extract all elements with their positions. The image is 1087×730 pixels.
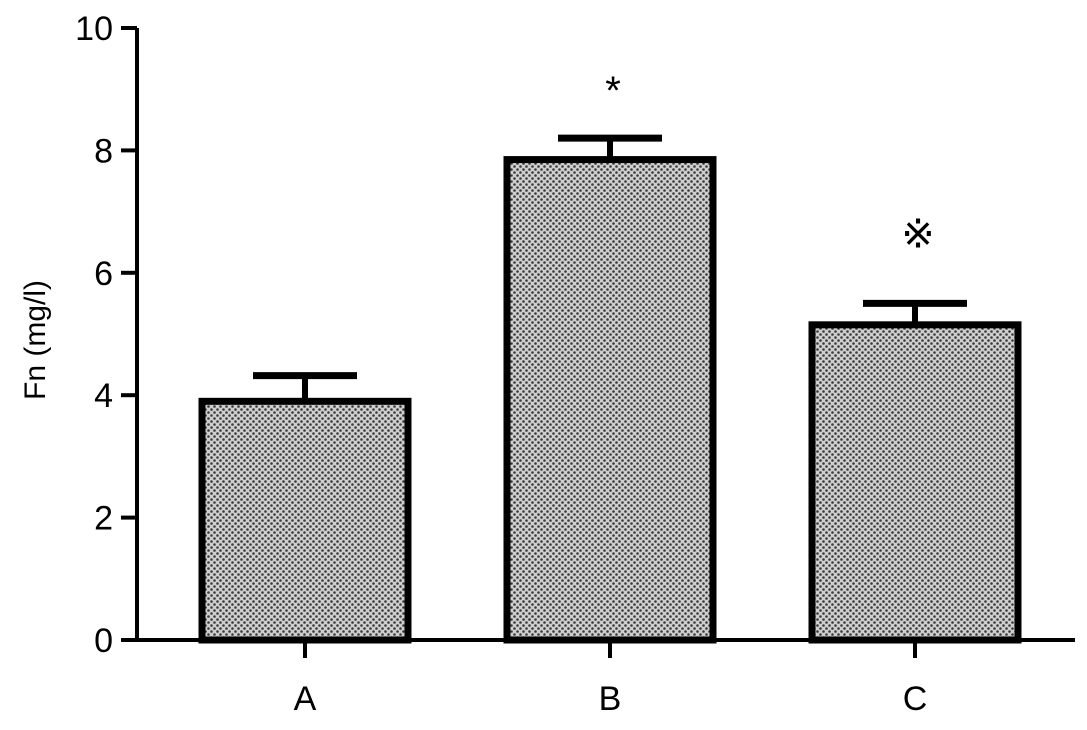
significance-marker: ※ xyxy=(901,212,935,256)
bars-group: *※ xyxy=(198,69,1022,644)
y-tick-label: 4 xyxy=(94,377,113,415)
x-category-label: B xyxy=(599,680,622,718)
y-tick-label: 8 xyxy=(94,132,113,170)
bar-A xyxy=(198,397,412,644)
y-tick-label: 2 xyxy=(94,500,113,538)
bar-B xyxy=(503,156,717,644)
y-tick-label: 6 xyxy=(94,255,113,293)
x-category-label: C xyxy=(903,680,928,718)
y-axis-label: Fn (mg/l) xyxy=(19,280,52,400)
y-axis-ticks: 0 2 4 6 8 10 xyxy=(75,10,137,660)
y-tick-label: 0 xyxy=(94,622,113,660)
bar-C xyxy=(808,321,1022,644)
x-category-label: A xyxy=(294,680,317,718)
x-axis-ticks: A B C xyxy=(294,640,928,718)
y-tick-label: 10 xyxy=(75,10,113,48)
significance-marker: * xyxy=(605,69,621,113)
